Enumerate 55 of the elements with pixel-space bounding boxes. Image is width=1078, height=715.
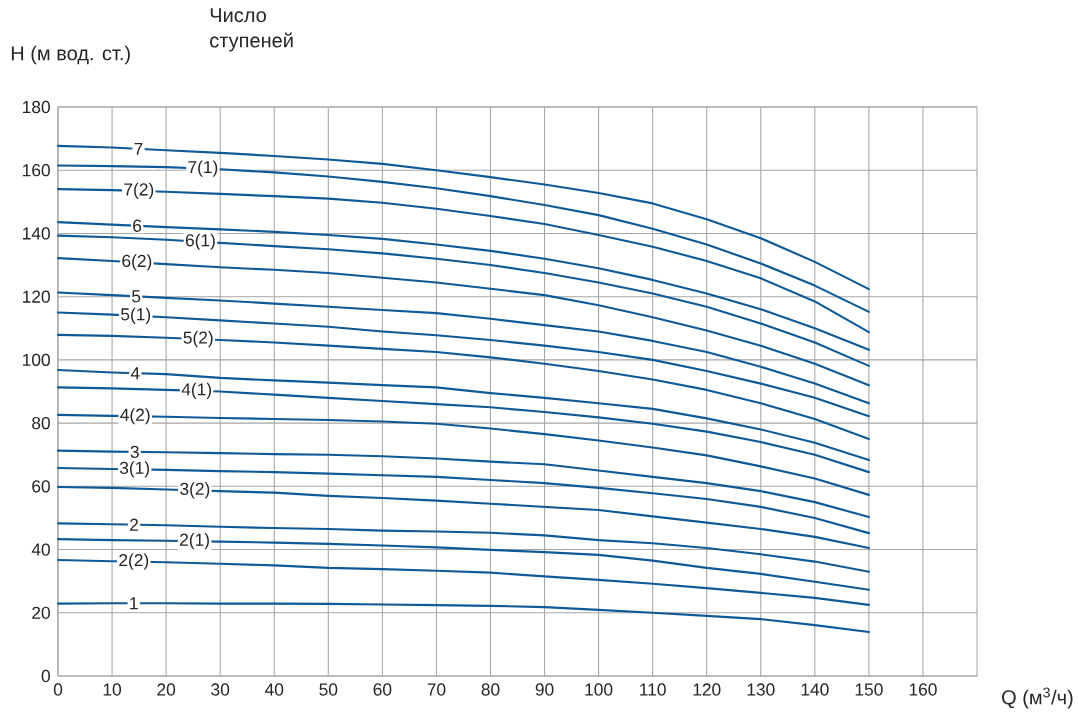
x-tick-label: 60 — [373, 683, 392, 696]
series-label: 2 — [130, 518, 138, 531]
series-label: 2(1) — [180, 533, 209, 550]
series-label: 5(1) — [121, 307, 151, 324]
line-series — [56, 144, 870, 291]
series-label: 4(2) — [120, 408, 150, 425]
series-label: 6 — [133, 219, 142, 232]
line-series — [56, 333, 870, 440]
line-series — [56, 368, 870, 462]
y-axis-title: H (м вод. ст.) — [11, 45, 130, 65]
series-label: 1 — [130, 597, 138, 610]
line-series — [56, 220, 870, 351]
series-label: 3(1) — [119, 461, 150, 478]
y-tick-label: 180 — [23, 100, 50, 114]
series-label: 6(1) — [185, 233, 215, 250]
y-tick-label: 160 — [23, 164, 50, 177]
x-tick-label: 50 — [319, 683, 338, 696]
series-label: 4(1) — [181, 382, 212, 399]
y-tick-label: 120 — [23, 290, 50, 303]
series-label: 6(2) — [122, 254, 152, 271]
y-tick-label: 80 — [32, 416, 50, 430]
series-label: 3 — [130, 445, 139, 458]
x-tick-label: 70 — [427, 683, 446, 696]
x-tick-label: 120 — [693, 683, 721, 696]
x-tick-label: 90 — [535, 683, 554, 696]
x-tick-label: 130 — [747, 683, 775, 696]
line-series — [56, 234, 870, 367]
legend-title: Число ступеней — [210, 8, 293, 52]
series-label: 5 — [132, 290, 141, 303]
series-label: 7(1) — [188, 160, 218, 177]
y-tick-label: 140 — [23, 227, 50, 240]
x-axis-title: Q (м$^{3}$/ч) — [1002, 687, 1073, 709]
x-tick-label: 40 — [265, 683, 284, 696]
y-tick-label: 100 — [23, 353, 50, 367]
series-label: 2(2) — [119, 553, 149, 570]
series-label: 5(2) — [183, 330, 213, 348]
series-label: 7 — [134, 142, 143, 155]
y-tick-label: 40 — [31, 543, 50, 556]
x-tick-label: 100 — [585, 683, 613, 696]
y-tick-label: 60 — [32, 480, 50, 493]
x-tick-label: 0 — [53, 683, 63, 696]
series-label: 7(2) — [124, 182, 154, 199]
y-tick-label: 20 — [32, 606, 50, 619]
x-tick-label: 110 — [640, 683, 666, 696]
y-tick-label: 0 — [41, 669, 50, 683]
x-tick-label: 10 — [103, 683, 122, 696]
x-tick-label: 30 — [211, 683, 230, 696]
x-tick-label: 80 — [481, 683, 500, 696]
series-label: 3(2) — [180, 482, 210, 499]
x-tick-label: 160 — [909, 683, 937, 696]
series-label: 4 — [130, 367, 140, 380]
line-series — [56, 291, 870, 405]
x-tick-label: 140 — [801, 683, 829, 696]
x-tick-label: 20 — [157, 683, 176, 696]
x-tick-label: 150 — [855, 683, 883, 696]
